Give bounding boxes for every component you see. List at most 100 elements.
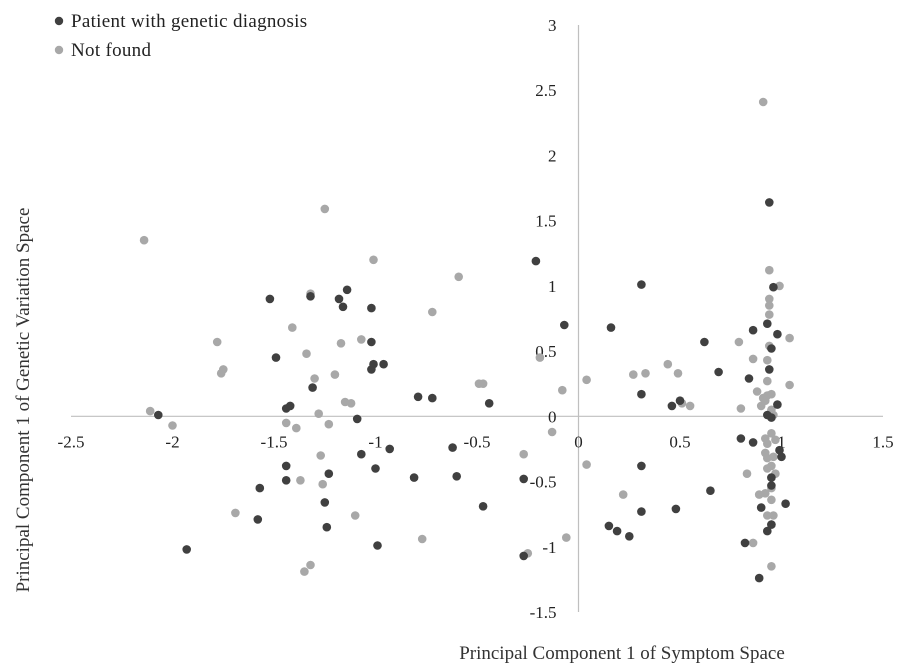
- point-genetic-diagnosis: [357, 449, 366, 459]
- axes: [71, 25, 883, 612]
- point-not-found: [752, 387, 762, 396]
- point-genetic-diagnosis: [767, 481, 776, 490]
- point-genetic-diagnosis: [428, 393, 437, 403]
- point-not-found: [734, 337, 744, 347]
- point-genetic-diagnosis: [773, 329, 782, 339]
- point-not-found: [428, 307, 437, 317]
- point-genetic-diagnosis: [606, 323, 616, 332]
- point-not-found: [763, 355, 772, 365]
- point-genetic-diagnosis: [637, 461, 646, 471]
- point-genetic-diagnosis: [706, 486, 715, 496]
- point-not-found: [641, 369, 650, 378]
- point-genetic-diagnosis: [604, 521, 614, 531]
- x-tick-label: -2.5: [58, 432, 85, 451]
- point-genetic-diagnosis: [379, 359, 388, 369]
- point-genetic-diagnosis: [763, 319, 772, 329]
- point-genetic-diagnosis: [775, 445, 784, 455]
- legend-item-diagnosis: Patient with genetic diagnosis: [54, 11, 307, 32]
- point-genetic-diagnosis: [285, 401, 295, 411]
- point-genetic-diagnosis: [409, 473, 419, 482]
- point-genetic-diagnosis: [352, 414, 362, 424]
- point-genetic-diagnosis: [748, 438, 758, 447]
- point-not-found: [763, 439, 772, 449]
- point-genetic-diagnosis: [748, 325, 758, 335]
- point-genetic-diagnosis: [265, 294, 275, 304]
- point-not-found: [314, 409, 324, 419]
- point-genetic-diagnosis: [320, 498, 330, 507]
- point-genetic-diagnosis: [338, 302, 348, 312]
- point-genetic-diagnosis: [281, 476, 291, 485]
- point-not-found: [346, 399, 356, 408]
- y-tick-label: 2.5: [535, 81, 556, 100]
- legend-item-not-found: Not found: [54, 40, 151, 61]
- point-not-found: [281, 418, 291, 428]
- point-genetic-diagnosis: [754, 573, 764, 583]
- point-not-found: [369, 255, 378, 265]
- y-tick-label: -1: [542, 538, 556, 557]
- point-not-found: [582, 460, 591, 469]
- point-not-found: [296, 476, 305, 485]
- point-not-found: [742, 469, 752, 479]
- point-genetic-diagnosis: [182, 545, 191, 554]
- point-genetic-diagnosis: [744, 374, 754, 383]
- x-tick-label: -2: [165, 432, 179, 451]
- point-not-found: [558, 385, 567, 395]
- y-tick-label: 3: [548, 16, 557, 35]
- point-genetic-diagnosis: [322, 522, 332, 532]
- point-not-found: [454, 272, 464, 282]
- point-genetic-diagnosis: [736, 434, 746, 443]
- point-not-found: [785, 333, 794, 343]
- point-not-found: [761, 489, 770, 498]
- point-genetic-diagnosis: [675, 396, 685, 406]
- point-genetic-diagnosis: [773, 400, 782, 409]
- point-genetic-diagnosis: [763, 526, 772, 536]
- point-not-found: [582, 375, 591, 385]
- point-not-found: [535, 353, 545, 362]
- point-genetic-diagnosis: [367, 337, 376, 347]
- point-genetic-diagnosis: [625, 532, 634, 541]
- legend-label-not-found: Not found: [71, 40, 151, 61]
- point-not-found: [748, 354, 758, 364]
- point-genetic-diagnosis: [637, 507, 646, 516]
- point-not-found: [324, 419, 334, 429]
- point-genetic-diagnosis: [560, 320, 569, 330]
- y-tick-label: 1: [548, 277, 557, 296]
- point-not-found: [771, 435, 780, 445]
- point-genetic-diagnosis: [373, 541, 382, 550]
- point-genetic-diagnosis: [369, 359, 378, 369]
- point-genetic-diagnosis: [448, 443, 457, 452]
- point-not-found: [758, 97, 768, 107]
- point-not-found: [318, 479, 328, 489]
- point-genetic-diagnosis: [478, 502, 488, 511]
- point-not-found: [219, 365, 228, 374]
- point-genetic-diagnosis: [519, 551, 528, 561]
- point-genetic-diagnosis: [756, 503, 766, 512]
- point-not-found: [767, 461, 776, 471]
- point-genetic-diagnosis: [306, 292, 315, 301]
- point-genetic-diagnosis: [484, 399, 494, 408]
- point-not-found: [292, 423, 301, 433]
- point-genetic-diagnosis: [667, 401, 677, 411]
- point-not-found: [769, 511, 778, 520]
- x-tick-label: 1.5: [872, 432, 893, 451]
- point-not-found: [767, 495, 776, 505]
- point-genetic-diagnosis: [281, 461, 291, 471]
- point-not-found: [330, 370, 340, 379]
- x-tick-label: 1: [777, 432, 786, 451]
- point-not-found: [300, 567, 309, 576]
- point-not-found: [288, 323, 297, 332]
- point-not-found: [320, 204, 330, 214]
- point-not-found: [310, 374, 319, 383]
- point-not-found: [763, 376, 772, 386]
- point-genetic-diagnosis: [767, 344, 776, 353]
- point-not-found: [769, 452, 778, 462]
- point-not-found: [212, 337, 222, 347]
- point-genetic-diagnosis: [765, 365, 774, 374]
- point-not-found: [231, 508, 240, 518]
- point-genetic-diagnosis: [154, 410, 163, 420]
- point-not-found: [302, 349, 311, 359]
- legend: Patient with genetic diagnosis Not found: [54, 11, 307, 61]
- point-genetic-diagnosis: [342, 285, 352, 295]
- point-not-found: [765, 265, 774, 275]
- point-genetic-diagnosis: [255, 483, 265, 493]
